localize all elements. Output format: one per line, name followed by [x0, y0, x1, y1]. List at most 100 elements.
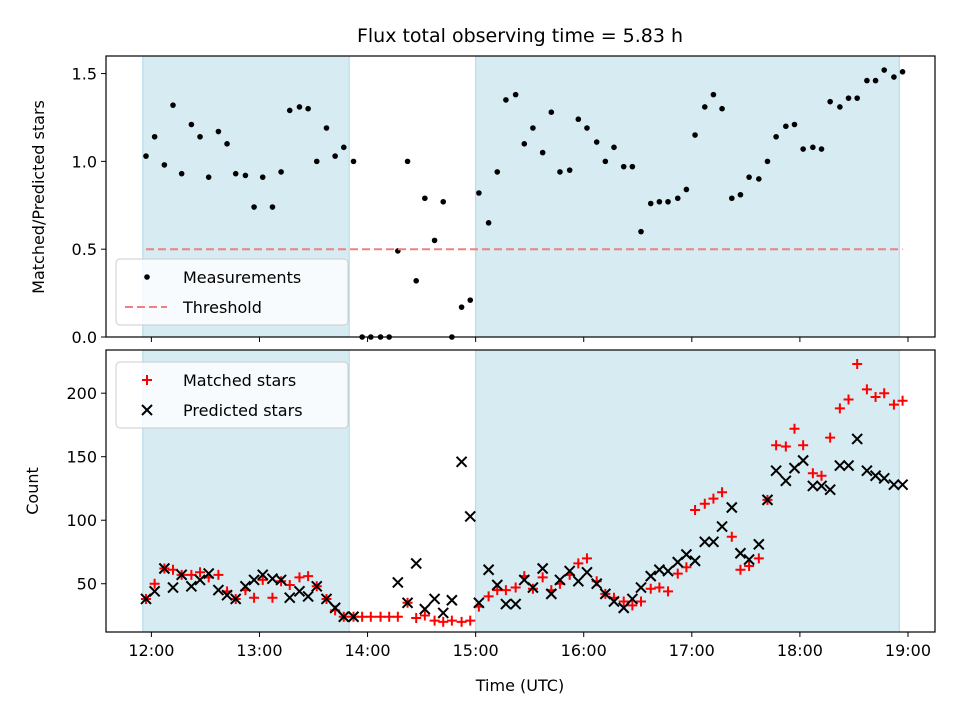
predicted-star-point [572, 575, 585, 587]
measurement-point [170, 102, 176, 108]
x-tick-label: 13:00 [236, 641, 282, 660]
measurement-point [854, 95, 860, 101]
measurement-point [296, 104, 303, 110]
measurement-point [422, 195, 428, 202]
top-y-tick-label: 0.0 [72, 328, 97, 347]
measurement-point [620, 163, 627, 170]
measurement-point [350, 158, 357, 165]
matched-star-point [852, 358, 863, 369]
matched-star-point [789, 423, 800, 434]
measurement-point [746, 174, 752, 180]
measurement-point [305, 105, 311, 112]
measurement-point [494, 169, 501, 175]
predicted-star-point [554, 574, 566, 586]
matched-star-point [384, 611, 395, 622]
predicted-star-point [175, 569, 188, 581]
matched-star-point [681, 562, 692, 573]
matched-star-point [446, 615, 457, 626]
predicted-star-point [392, 576, 404, 589]
measurement-point [440, 198, 447, 205]
matched-star-point [456, 616, 467, 627]
matched-star-point [870, 392, 881, 402]
predicted-star-point [437, 607, 449, 619]
predicted-star-point [780, 475, 792, 487]
predicted-star-point [707, 536, 720, 548]
legend-label: Measurements [183, 268, 301, 287]
legend-label: Predicted stars [183, 401, 303, 420]
x-tick-label: 18:00 [777, 641, 823, 660]
matched-star-point [843, 394, 854, 405]
predicted-star-point [563, 565, 576, 577]
predicted-star-point [734, 547, 747, 559]
predicted-star-point [275, 574, 287, 586]
matched-star-point [257, 574, 268, 585]
x-tick-label: 12:00 [128, 641, 174, 660]
predicted-star-point [689, 555, 701, 567]
matched-star-point [267, 592, 278, 603]
matched-star-point [636, 596, 647, 607]
measurement-point [530, 125, 536, 131]
predicted-star-point [500, 598, 512, 610]
x-tick-label: 17:00 [669, 641, 715, 660]
predicted-star-point [302, 590, 314, 603]
measurement-point [729, 195, 735, 202]
measurement-point [629, 163, 636, 170]
matched-star-point [365, 611, 376, 622]
measurement-point [674, 195, 681, 202]
matched-star-point [429, 615, 440, 626]
measurement-point [512, 91, 519, 98]
predicted-star-point [851, 433, 863, 445]
bottom-y-tick-label: 200 [66, 384, 97, 403]
predicted-star-point [473, 597, 485, 609]
measurement-point [485, 220, 492, 226]
matched-star-point [663, 586, 674, 597]
chart-title: Flux total observing time = 5.83 h [357, 25, 683, 47]
measurement-point [737, 191, 744, 198]
bottom-x-axis-label: Time (UTC) [475, 676, 564, 695]
matched-star-point [735, 564, 746, 575]
matched-star-point [816, 470, 827, 481]
measurement-point [269, 204, 276, 210]
measurement-point [756, 176, 762, 182]
measurement-point [404, 158, 411, 165]
measurement-point [242, 172, 249, 179]
predicted-star-point [869, 470, 882, 482]
measurement-point [665, 198, 671, 205]
measurement-point [232, 170, 239, 177]
measurement-point [710, 91, 717, 98]
measurement-point [557, 169, 563, 175]
matched-star-point [861, 384, 872, 395]
measurement-point [602, 158, 609, 165]
predicted-star-point [753, 538, 765, 551]
measurement-point [178, 170, 185, 177]
predicted-star-point [284, 591, 296, 604]
measurement-point [197, 133, 203, 140]
legend-measurements-marker [144, 274, 150, 280]
measurement-point [864, 77, 870, 84]
predicted-star-point [311, 580, 323, 592]
measurement-point [215, 128, 222, 135]
matched-star-point [744, 560, 755, 571]
predicted-star-point [608, 595, 620, 608]
predicted-star-point [545, 588, 558, 600]
matched-star-point [573, 558, 584, 569]
top-y-axis-label: Matched/Predicted stars [29, 100, 48, 294]
matched-star-point [375, 611, 386, 622]
predicted-star-point [590, 578, 603, 590]
predicted-star-point [158, 562, 171, 575]
matched-star-point [303, 571, 314, 582]
matched-star-point [618, 596, 629, 607]
measurement-point [701, 104, 708, 110]
measurement-point [188, 121, 195, 128]
matched-star-point [213, 569, 224, 580]
predicted-star-point [455, 456, 468, 468]
matched-star-point [149, 578, 160, 589]
predicted-star-point [635, 581, 647, 594]
predicted-star-point [401, 597, 414, 609]
measurement-point [205, 174, 212, 180]
legend-matched-marker [142, 375, 152, 385]
predicted-star-point [248, 574, 260, 586]
measurement-point [656, 198, 663, 205]
measurement-point [286, 107, 293, 114]
